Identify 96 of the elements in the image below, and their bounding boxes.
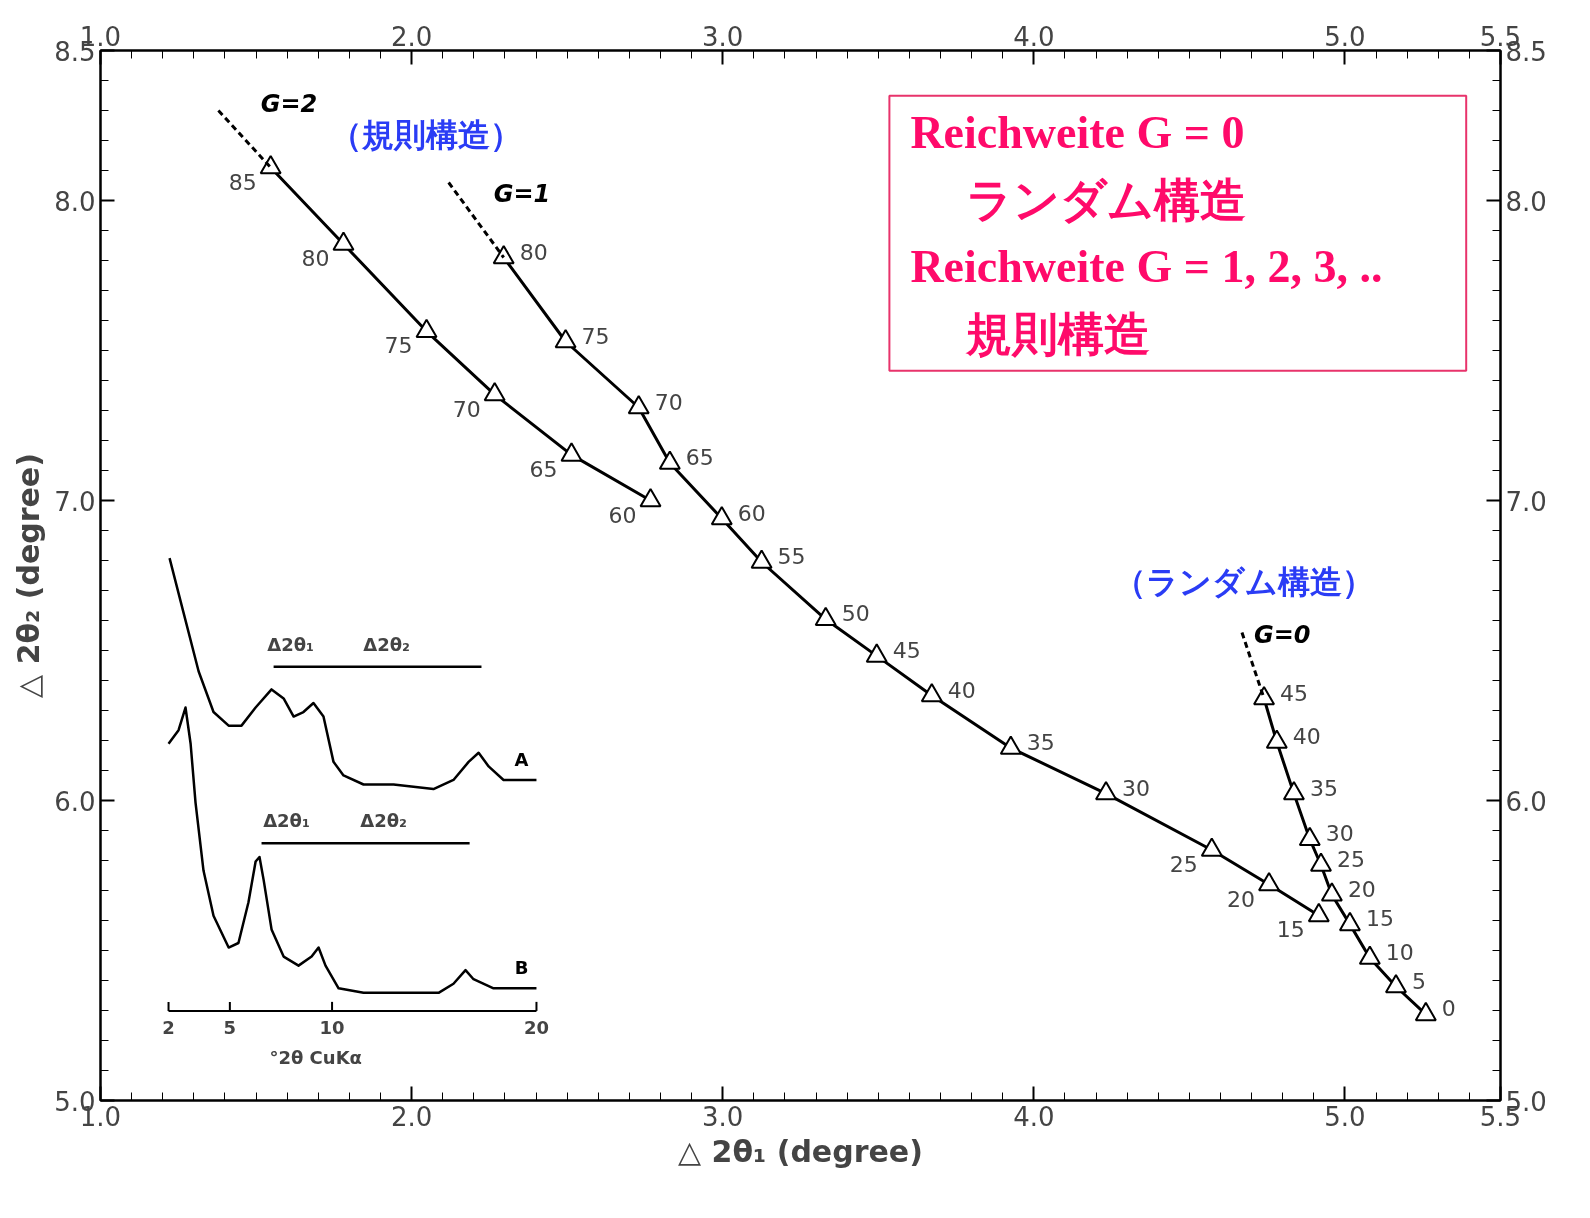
annotation: 80	[519, 239, 548, 265]
annotation: 20	[1347, 876, 1376, 902]
point	[865, 643, 888, 663]
point	[658, 450, 681, 470]
point	[1258, 871, 1281, 892]
x-axis-title: △ 2θ₁ (degree)	[678, 1133, 923, 1169]
point	[1282, 781, 1305, 801]
point	[332, 231, 355, 251]
annotation: ランダム構造	[966, 172, 1247, 227]
annotation: （ランダム構造）	[1113, 562, 1374, 601]
y2-tick-label: 6.0	[1505, 786, 1547, 817]
annotation: 5	[1411, 968, 1426, 994]
point	[1298, 826, 1321, 846]
point	[554, 328, 577, 349]
annotation: 50	[841, 601, 870, 627]
point	[1253, 685, 1276, 706]
annotation: 85	[228, 169, 257, 195]
annotation: （規則構造）	[329, 115, 522, 154]
x-tick-label: 2	[162, 1016, 175, 1038]
annotation: 80	[301, 246, 330, 271]
point	[1095, 781, 1118, 801]
point	[920, 682, 943, 703]
series-label: A	[514, 748, 529, 770]
annotation: Reichweite G = 0	[910, 107, 1245, 159]
annotation: 30	[1122, 775, 1151, 801]
point	[259, 154, 282, 175]
point	[1265, 729, 1288, 749]
y-tick-label: 7.0	[54, 486, 96, 517]
annotation: 75	[384, 333, 413, 359]
x-axis-title: °2θ CuKα	[269, 1046, 362, 1068]
point	[1358, 945, 1381, 965]
x2-tick-label: 3.0	[702, 1101, 744, 1132]
point	[560, 442, 583, 462]
y-tick-label: 8.0	[54, 186, 96, 217]
x2-tick-label: 4.0	[1013, 1101, 1055, 1132]
annotation: 65	[685, 445, 714, 470]
point	[814, 606, 837, 627]
annotation: 60	[737, 500, 766, 526]
annotation: 40	[947, 677, 976, 703]
x-tick-label: 3.0	[702, 21, 744, 52]
annotation: 25	[1169, 852, 1198, 877]
point	[415, 318, 438, 339]
point	[639, 487, 662, 508]
annotation: 25	[1336, 847, 1365, 872]
annotation: 45	[1280, 680, 1309, 706]
series-label: G=2	[260, 89, 318, 118]
annotation: 0	[1441, 996, 1456, 1022]
point	[1307, 902, 1330, 923]
annotation: 70	[654, 389, 683, 415]
x-tick-label: 4.0	[1013, 21, 1055, 52]
x-tick-label: 20	[523, 1016, 549, 1038]
annotation: 70	[452, 396, 481, 422]
annotation: 規則構造	[965, 306, 1151, 361]
annotation: 55	[777, 544, 806, 569]
x-tick-label: 5	[223, 1016, 237, 1038]
annotation: Reichweite G = 1, 2, 3, ..	[910, 241, 1383, 293]
point	[750, 549, 773, 569]
series-label: B	[514, 957, 529, 979]
annotation: 35	[1026, 730, 1055, 755]
y-axis-title: △ 2θ₂ (degree)	[11, 453, 47, 698]
annotation: 65	[529, 456, 558, 482]
x-tick-label: 5.0	[1324, 21, 1366, 52]
annotation: Δ2θ₂	[360, 810, 407, 832]
x2-tick-label: 5.0	[1324, 1101, 1366, 1132]
point	[1309, 852, 1332, 872]
annotation: 45	[892, 637, 921, 663]
annotation: 60	[608, 502, 637, 528]
point	[627, 394, 650, 415]
annotation: 10	[1385, 940, 1414, 965]
annotation: 75	[581, 323, 610, 349]
y2-tick-label: 7.0	[1505, 486, 1547, 517]
point	[1320, 882, 1343, 902]
point	[1414, 1001, 1437, 1022]
x-tick-label: 10	[319, 1016, 345, 1038]
point	[483, 382, 506, 402]
annotation: Δ2θ₁	[263, 810, 310, 832]
series-label: G=0	[1254, 620, 1311, 649]
point	[1200, 837, 1223, 857]
x-tick-label: 2.0	[390, 21, 433, 52]
annotation: 15	[1276, 917, 1305, 943]
annotation: 40	[1292, 724, 1321, 749]
x2-tick-label: 2.0	[390, 1101, 433, 1132]
point	[1384, 973, 1407, 994]
y2-tick-label: 8.0	[1505, 186, 1547, 217]
annotation: Δ2θ₂	[363, 633, 410, 655]
annotation: 30	[1325, 821, 1354, 847]
annotation: Δ2θ₁	[267, 633, 314, 655]
series-label: G=1	[493, 179, 551, 208]
point	[710, 505, 733, 526]
annotation: 20	[1227, 886, 1256, 912]
y-tick-label: 6.0	[54, 786, 96, 817]
point	[1338, 911, 1361, 932]
point	[999, 735, 1022, 755]
annotation: 15	[1365, 906, 1394, 932]
annotation: 35	[1309, 775, 1338, 801]
point	[492, 244, 515, 265]
